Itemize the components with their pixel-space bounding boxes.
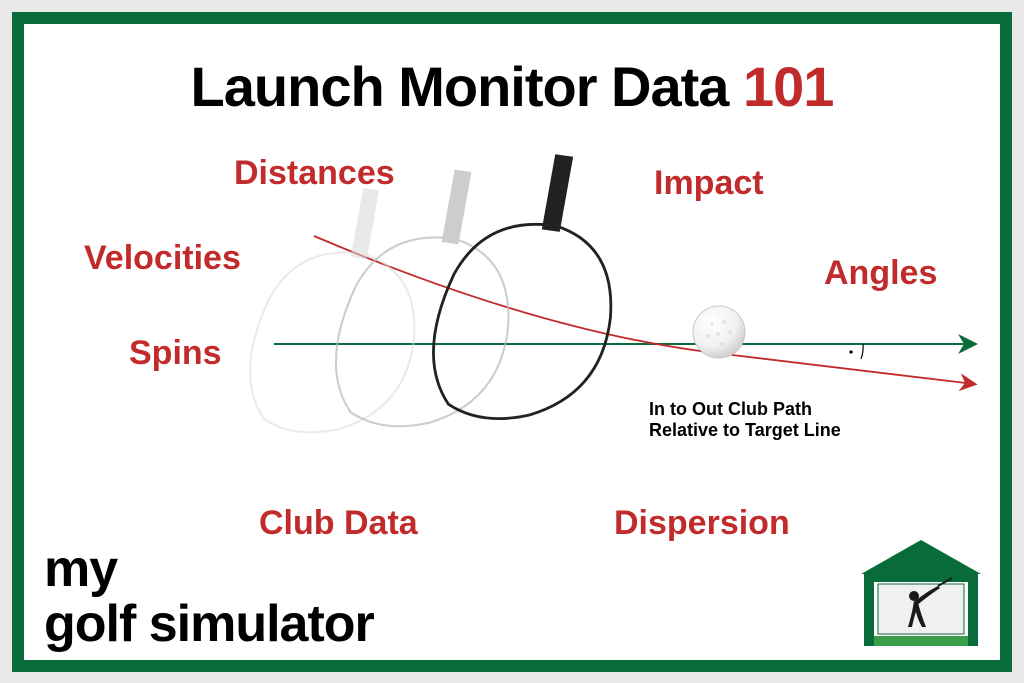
logo-roof [861, 540, 981, 574]
brand-line1: my [44, 540, 117, 598]
golf-ball [693, 306, 745, 358]
title-accent: 101 [743, 55, 833, 118]
label-angles: Angles [824, 254, 937, 293]
angle-marker [861, 344, 863, 359]
caption-line2: Relative to Target Line [649, 420, 841, 440]
path-caption: In to Out Club Path Relative to Target L… [649, 399, 841, 442]
angle-dot [849, 350, 852, 353]
brand-logo-icon [856, 532, 986, 652]
club-main [433, 155, 610, 418]
logo-wall-top [864, 574, 978, 582]
label-spins: Spins [129, 334, 222, 373]
club-ghost-1 [250, 189, 414, 432]
label-dispersion: Dispersion [614, 504, 790, 543]
infographic-frame: Launch Monitor Data 101 Distances Impact… [12, 12, 1012, 672]
logo-wall-left [864, 574, 874, 646]
label-impact: Impact [654, 164, 764, 203]
logo-grass [874, 636, 968, 646]
caption-line1: In to Out Club Path [649, 399, 812, 419]
ball-dimples [706, 320, 732, 346]
brand-text: my golf simulator [44, 542, 374, 651]
logo-screen [878, 584, 964, 634]
page-title: Launch Monitor Data 101 [24, 54, 1000, 119]
logo-wall-right [968, 574, 978, 646]
brand-line2: golf simulator [44, 595, 374, 653]
title-main: Launch Monitor Data [191, 55, 729, 118]
label-distances: Distances [234, 154, 395, 193]
club-ghost-2 [336, 170, 508, 425]
label-velocities: Velocities [84, 239, 241, 278]
label-clubdata: Club Data [259, 504, 418, 543]
